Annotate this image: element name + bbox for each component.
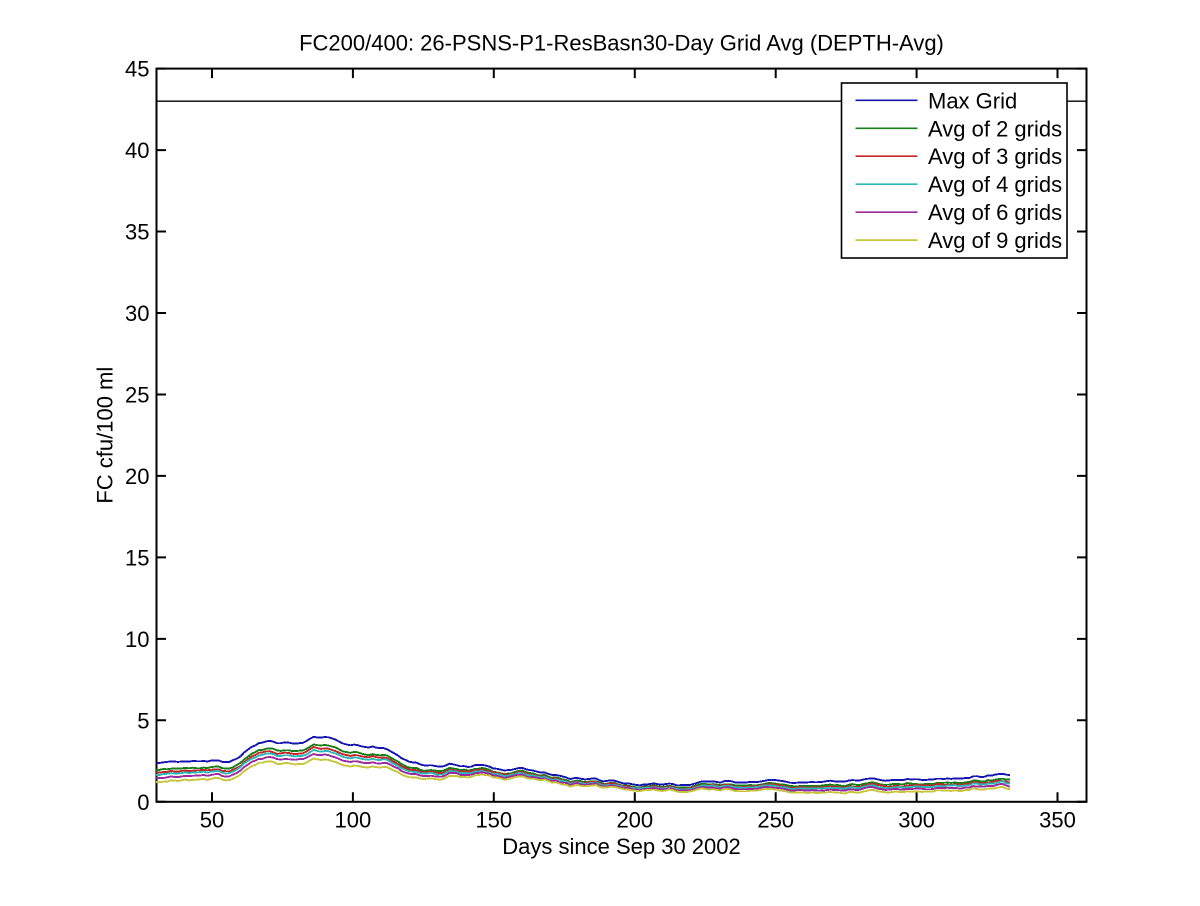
svg-text:0: 0 [137, 790, 149, 815]
svg-text:Avg of 3 grids: Avg of 3 grids [928, 144, 1062, 169]
svg-text:10: 10 [125, 627, 149, 652]
svg-text:Avg of 9 grids: Avg of 9 grids [928, 228, 1062, 253]
svg-text:350: 350 [1039, 808, 1076, 833]
svg-text:250: 250 [757, 808, 794, 833]
svg-text:Avg of 6 grids: Avg of 6 grids [928, 200, 1062, 225]
svg-text:FC200/400: 26-PSNS-P1-ResBasn3: FC200/400: 26-PSNS-P1-ResBasn30-Day Grid… [299, 31, 944, 56]
svg-text:25: 25 [125, 383, 149, 408]
svg-text:Days since Sep 30 2002: Days since Sep 30 2002 [502, 834, 741, 859]
svg-text:50: 50 [200, 808, 224, 833]
svg-text:Avg of 4 grids: Avg of 4 grids [928, 172, 1062, 197]
svg-text:40: 40 [125, 138, 149, 163]
svg-text:Avg of 2 grids: Avg of 2 grids [928, 116, 1062, 141]
svg-text:100: 100 [335, 808, 372, 833]
svg-text:45: 45 [125, 57, 149, 82]
svg-text:Max Grid: Max Grid [928, 88, 1017, 113]
svg-text:300: 300 [898, 808, 935, 833]
svg-text:35: 35 [125, 220, 149, 245]
svg-text:5: 5 [137, 708, 149, 733]
svg-text:20: 20 [125, 464, 149, 489]
svg-text:150: 150 [475, 808, 512, 833]
svg-text:15: 15 [125, 545, 149, 570]
svg-text:FC cfu/100 ml: FC cfu/100 ml [93, 367, 118, 504]
svg-text:30: 30 [125, 301, 149, 326]
svg-text:200: 200 [616, 808, 653, 833]
